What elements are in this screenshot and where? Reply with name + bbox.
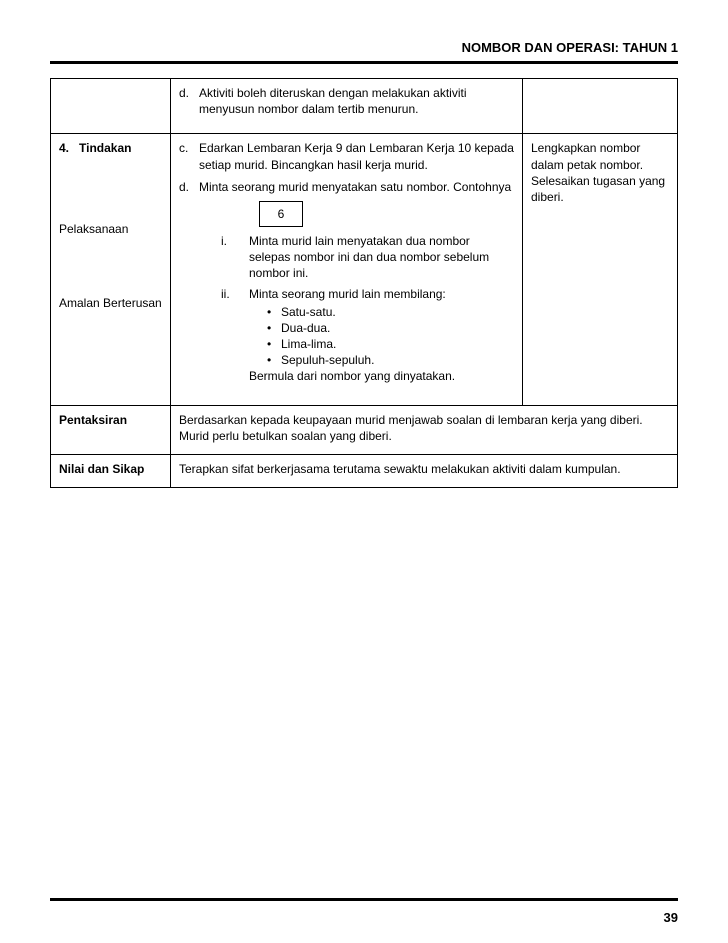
cell-r2-c2: c. Edarkan Lembaran Kerja 9 dan Lembaran… <box>171 134 523 405</box>
cell-r3-c2: Berdasarkan kepada keupayaan murid menja… <box>171 405 678 454</box>
table-row: d. Aktiviti boleh diteruskan dengan mela… <box>51 79 678 134</box>
cell-r2-c3: Lengkapkan nombor dalam petak nombor. Se… <box>523 134 678 405</box>
left-sub2: Amalan Berterusan <box>59 295 162 311</box>
bullet-item: Satu-satu. <box>267 304 514 320</box>
bullet-item: Lima-lima. <box>267 336 514 352</box>
left-sub1: Pelaksanaan <box>59 221 162 237</box>
table-row: Nilai dan Sikap Terapkan sifat berkerjas… <box>51 455 678 488</box>
header-rule <box>50 61 678 64</box>
roman-i-text: Minta murid lain menyatakan dua nombor s… <box>249 233 514 282</box>
roman-ii-tail: Bermula dari nombor yang dinyatakan. <box>249 369 455 383</box>
header-title: NOMBOR DAN OPERASI: TAHUN 1 <box>50 40 678 55</box>
footer-rule <box>50 898 678 901</box>
heading-text: Tindakan <box>79 140 131 156</box>
right-col-text: Lengkapkan nombor dalam petak nombor. Se… <box>531 141 665 204</box>
boxed-number: 6 <box>259 201 303 227</box>
cell-r1-c2: d. Aktiviti boleh diteruskan dengan mela… <box>171 79 523 134</box>
item-d-text: Aktiviti boleh diteruskan dengan melakuk… <box>199 85 514 117</box>
item-d-marker: d. <box>179 85 199 117</box>
roman-ii-text: Minta seorang murid lain membilang: <box>249 287 446 301</box>
cell-r4-c1: Nilai dan Sikap <box>51 455 171 488</box>
cell-r1-c1 <box>51 79 171 134</box>
roman-i-marker: i. <box>221 233 249 282</box>
item-c-text: Edarkan Lembaran Kerja 9 dan Lembaran Ke… <box>199 140 514 172</box>
cell-r4-c2: Terapkan sifat berkerjasama terutama sew… <box>171 455 678 488</box>
cell-r3-c1: Pentaksiran <box>51 405 171 454</box>
bullet-list: Satu-satu. Dua-dua. Lima-lima. Sepuluh-s… <box>249 304 514 369</box>
item-c-marker: c. <box>179 140 199 172</box>
lesson-table: d. Aktiviti boleh diteruskan dengan mela… <box>50 78 678 488</box>
page-number: 39 <box>664 910 678 925</box>
item-d2-text: Minta seorang murid menyatakan satu nomb… <box>199 180 511 194</box>
table-row: 4. Tindakan Pelaksanaan Amalan Berterusa… <box>51 134 678 405</box>
table-row: Pentaksiran Berdasarkan kepada keupayaan… <box>51 405 678 454</box>
cell-r2-c1: 4. Tindakan Pelaksanaan Amalan Berterusa… <box>51 134 171 405</box>
bullet-item: Dua-dua. <box>267 320 514 336</box>
cell-r1-c3 <box>523 79 678 134</box>
heading-marker: 4. <box>59 140 79 156</box>
item-d2-marker: d. <box>179 179 199 389</box>
roman-ii-marker: ii. <box>221 286 249 385</box>
bullet-item: Sepuluh-sepuluh. <box>267 352 514 368</box>
